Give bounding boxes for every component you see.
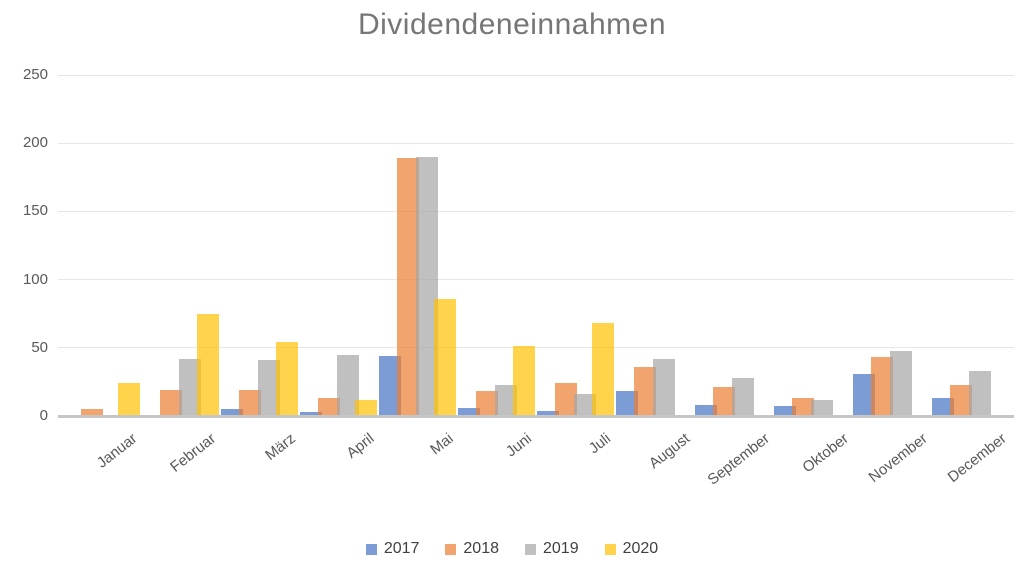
- x-label-Juni: Juni: [503, 430, 536, 461]
- x-label-April: April: [343, 430, 378, 462]
- bar-2018-Juli: [555, 383, 578, 416]
- x-label-November: November: [865, 430, 931, 487]
- y-tick-label-100: 100: [22, 270, 48, 288]
- legend: 2017 2018 2019 2020: [0, 540, 1024, 558]
- gridline-250: [58, 74, 1014, 76]
- bar-2019-December: [968, 371, 991, 416]
- bar-2017-September: [695, 405, 717, 416]
- x-label-März: März: [261, 430, 299, 464]
- bar-2020-Mai: [433, 298, 456, 416]
- gridline-100: [58, 279, 1014, 281]
- x-label-September: September: [704, 430, 773, 489]
- bar-2017-Mai: [379, 355, 401, 416]
- x-axis-line: [58, 415, 1014, 418]
- bar-2018-November: [871, 357, 894, 416]
- legend-label-2019: 2019: [543, 540, 579, 557]
- bar-2018-August: [634, 366, 657, 416]
- x-label-Januar: Januar: [93, 430, 141, 472]
- bar-2019-Februar: [178, 358, 201, 416]
- y-tick-label-0: 0: [39, 407, 48, 424]
- bar-2017-Juli: [537, 410, 559, 416]
- bar-2017-November: [853, 373, 875, 416]
- bar-2017-Juni: [458, 407, 480, 416]
- bar-2019-Mai: [415, 156, 438, 416]
- y-tick-label-150: 150: [22, 202, 48, 220]
- legend-item-2020: 2020: [604, 540, 659, 558]
- legend-marker-2020: [604, 543, 616, 555]
- x-label-December: December: [944, 430, 1010, 487]
- bar-2019-April: [336, 354, 359, 416]
- bar-2017-Oktober: [774, 406, 796, 416]
- bar-2018-Oktober: [792, 398, 815, 416]
- x-label-Mai: Mai: [426, 430, 457, 459]
- bar-2018-September: [713, 387, 736, 416]
- gridline-200: [58, 142, 1014, 144]
- bar-2020-Juni: [512, 346, 535, 416]
- gridline-50: [58, 347, 1014, 349]
- bar-2020-Januar: [117, 383, 140, 416]
- y-tick-label-200: 200: [22, 134, 48, 152]
- bar-2019-Oktober: [810, 399, 833, 416]
- bar-2019-September: [731, 377, 754, 416]
- x-label-Februar: Februar: [167, 430, 220, 476]
- legend-item-2018: 2018: [445, 540, 499, 558]
- chart-title: Dividendeneinnahmen: [357, 8, 667, 41]
- y-tick-label-250: 250: [22, 66, 48, 83]
- bar-2020-April: [354, 399, 377, 416]
- bar-2018-April: [318, 398, 341, 416]
- bar-2017-März: [221, 409, 243, 416]
- bar-2017-April: [300, 411, 322, 416]
- y-tick-label-50: 50: [31, 338, 48, 356]
- bar-2019-Juni: [494, 384, 517, 416]
- bar-2018-December: [950, 384, 973, 416]
- bar-2018-Juni: [476, 391, 499, 416]
- bar-2018-Februar: [160, 390, 183, 416]
- bar-2019-November: [889, 350, 912, 416]
- legend-item-2017: 2017: [365, 540, 420, 558]
- legend-label-2020: 2020: [622, 540, 659, 557]
- bar-2020-März: [275, 342, 298, 416]
- x-label-Juli: Juli: [586, 430, 615, 458]
- bar-2018-Mai: [397, 158, 420, 416]
- bar-2020-Juli: [591, 323, 614, 416]
- bar-2019-Juli: [573, 394, 596, 416]
- gridline-150: [58, 210, 1014, 212]
- plot-area: 0 50 100 150 200 250 Januar Februar März April Ma…: [23, 66, 1014, 489]
- x-label-August: August: [646, 430, 694, 473]
- legend-label-2018: 2018: [463, 540, 499, 557]
- legend-marker-2019: [525, 543, 536, 555]
- legend-marker-2018: [445, 543, 457, 555]
- bar-2019-August: [652, 358, 675, 416]
- bar-2018-Januar: [81, 409, 104, 416]
- bar-2017-August: [616, 391, 638, 416]
- bar-2020-Februar: [196, 313, 219, 416]
- legend-item-2019: 2019: [525, 540, 579, 558]
- bar-2018-März: [239, 390, 262, 416]
- bar-2017-December: [932, 398, 954, 416]
- legend-label-2017: 2017: [383, 540, 420, 557]
- bar-2019-März: [257, 360, 280, 416]
- legend-marker-2017: [365, 543, 377, 555]
- x-label-Oktober: Oktober: [798, 430, 852, 477]
